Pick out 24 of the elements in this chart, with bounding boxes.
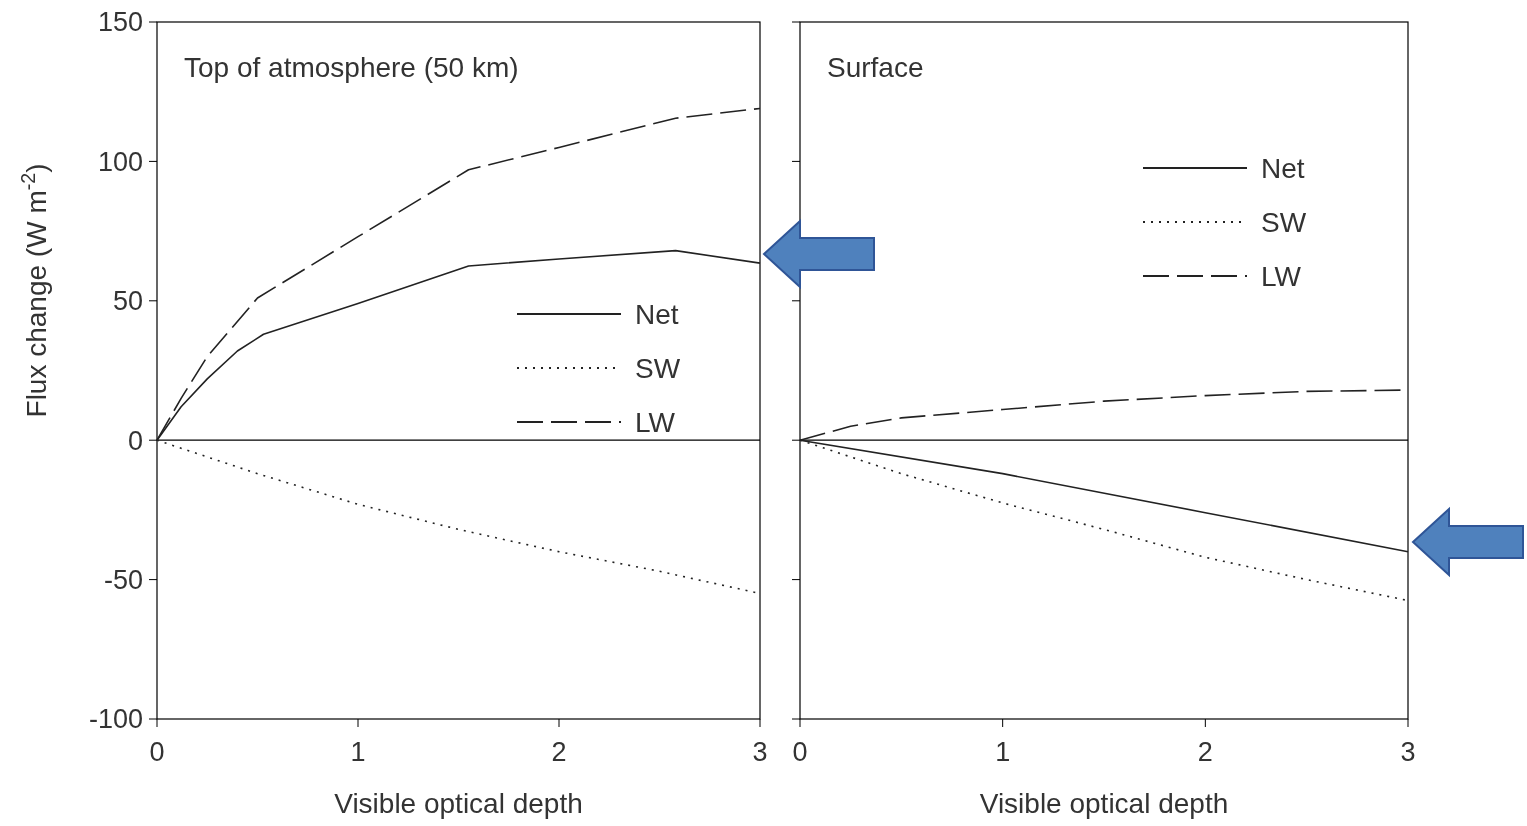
x-tick-label: 3	[752, 737, 768, 767]
text: Surface	[827, 52, 924, 83]
x-axis-title: Visible optical depth	[979, 788, 1229, 819]
legend-label: LW	[1261, 260, 1302, 292]
legend-label: SW	[635, 352, 681, 384]
x-axis-title: Visible optical depth	[334, 788, 583, 819]
x-tick-label: 1	[995, 737, 1011, 767]
x-tick-label: 1	[350, 737, 366, 767]
x-tick-label: 0	[149, 737, 165, 767]
x-tick-label: 0	[792, 737, 808, 767]
legend-label: Net	[1261, 152, 1305, 184]
x-tick-label: 2	[551, 737, 567, 767]
x-tick-label: 2	[1197, 737, 1213, 767]
legend-label: Net	[635, 298, 679, 330]
y-tick-label: 0	[127, 425, 143, 456]
text: Top of atmosphere (50 km)	[184, 52, 519, 83]
y-tick-label: 50	[112, 286, 143, 317]
x-tick-label: 3	[1400, 737, 1416, 767]
y-tick-label: -50	[103, 565, 143, 596]
y-tick-label: -100	[88, 704, 143, 735]
legend-label: LW	[635, 406, 676, 438]
y-tick-label: 100	[97, 146, 143, 177]
y-tick-label: 150	[97, 7, 143, 38]
legend-label: SW	[1261, 206, 1307, 238]
